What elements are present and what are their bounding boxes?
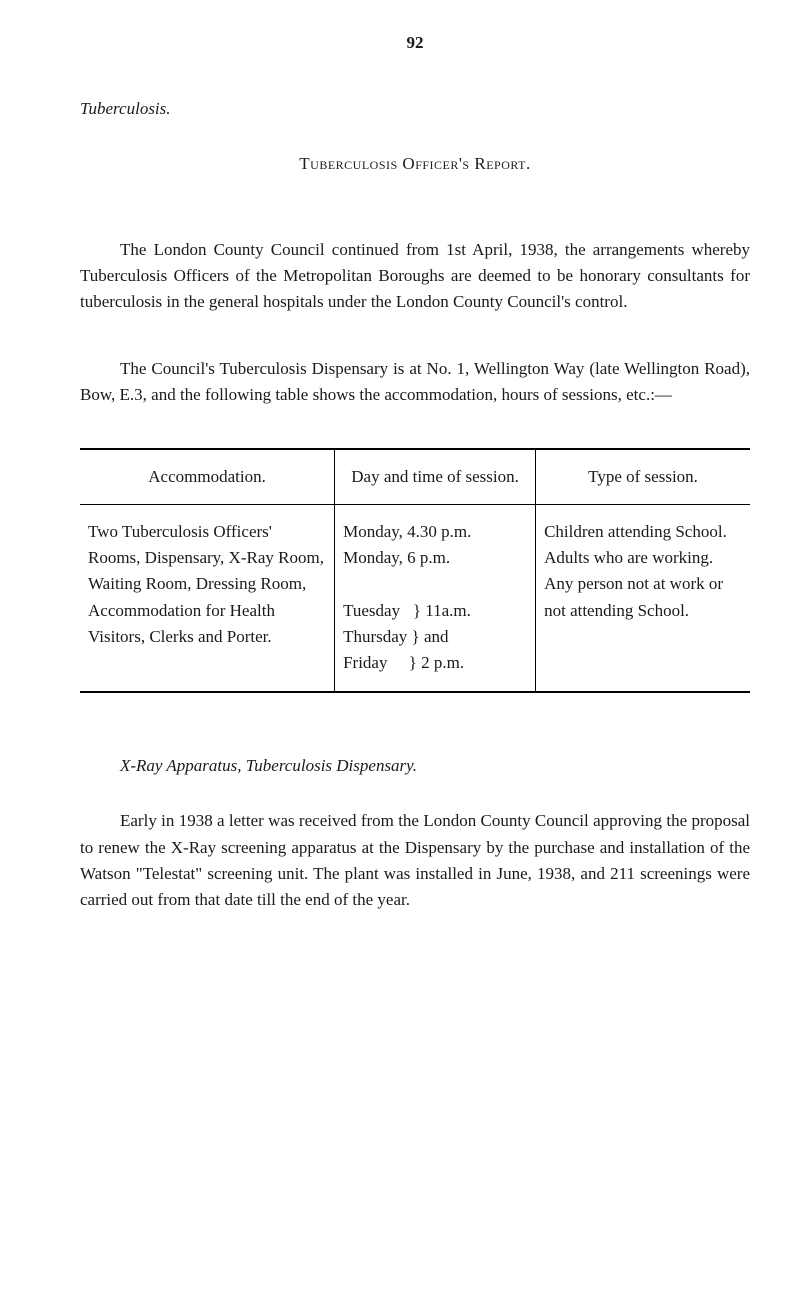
header-daytime: Day and time of session. [335, 450, 536, 504]
cell-accommodation: Two Tuberculosis Officers' Rooms, Dispen… [80, 504, 335, 691]
section-label: Tuberculosis. [80, 96, 750, 122]
table-row: Two Tuberculosis Officers' Rooms, Dispen… [80, 504, 750, 691]
paragraph-2: The Council's Tuberculosis Dispensary is… [80, 356, 750, 409]
paragraph-3: Early in 1938 a letter was received from… [80, 808, 750, 913]
header-type: Type of session. [536, 450, 750, 504]
report-title: Tuberculosis Officer's Report. [80, 151, 750, 177]
header-accommodation: Accommodation. [80, 450, 335, 504]
sessions-table: Accommodation. Day and time of session. … [80, 450, 750, 691]
table-header-row: Accommodation. Day and time of session. … [80, 450, 750, 504]
subsection-title: X-Ray Apparatus, Tuberculosis Dispensary… [80, 753, 750, 779]
document-page: 92 Tuberculosis. Tuberculosis Officer's … [0, 0, 800, 994]
sessions-table-wrap: Accommodation. Day and time of session. … [80, 448, 750, 693]
page-number: 92 [80, 30, 750, 56]
cell-daytime: Monday, 4.30 p.m.Monday, 6 p.m.Tuesday }… [335, 504, 536, 691]
paragraph-1: The London County Council continued from… [80, 237, 750, 316]
cell-type: Children attending School.Adults who are… [536, 504, 750, 691]
